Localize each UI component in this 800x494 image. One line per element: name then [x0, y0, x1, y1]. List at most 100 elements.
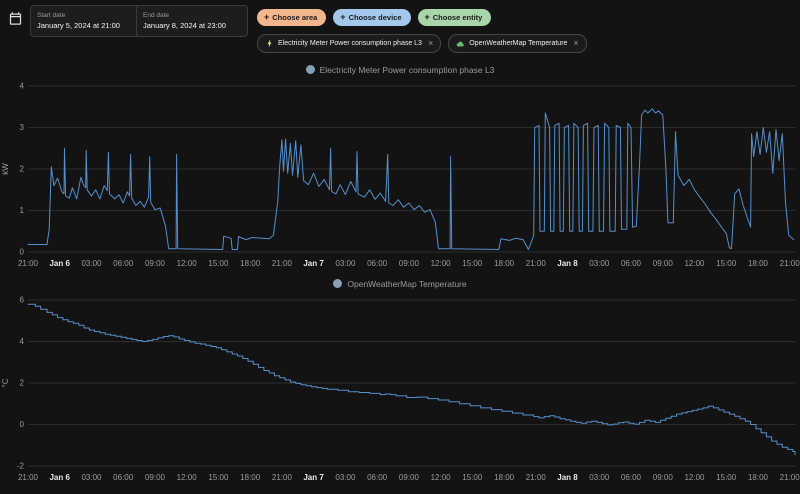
y-axis-unit-label: kW [1, 163, 10, 175]
x-tick-label: 15:00 [462, 259, 483, 268]
x-tick-label: 06:00 [367, 259, 388, 268]
filter-chip-openweathermap[interactable]: OpenWeatherMap Temperature × [448, 34, 587, 53]
x-tick-label: 12:00 [431, 259, 452, 268]
x-tick-label: 15:00 [716, 259, 737, 268]
x-tick-label: 21:00 [526, 259, 547, 268]
x-tick-label: 12:00 [431, 473, 452, 482]
x-tick-label: 15:00 [208, 259, 229, 268]
x-tick-label: 15:00 [208, 473, 229, 482]
choose-buttons-row: + Choose area + Choose device + Choose e… [257, 9, 492, 26]
y-tick-label: 2 [20, 165, 25, 174]
x-tick-label: 18:00 [494, 473, 515, 482]
x-tick-label: 03:00 [335, 473, 356, 482]
remove-filter-icon[interactable]: × [573, 38, 579, 48]
x-tick-label: Jan 6 [49, 259, 70, 268]
y-tick-label: 0 [20, 420, 25, 429]
filter-chips-row: Electricity Meter Power consumption phas… [257, 34, 587, 53]
x-tick-label: 09:00 [399, 259, 420, 268]
x-tick-label: 06:00 [113, 259, 134, 268]
plus-icon: + [264, 12, 270, 22]
y-tick-label: 1 [20, 206, 25, 215]
temperature-chart[interactable]: -2 0 2 4 6 21:00 Jan 6 03:00 06:00 09:00 12:00 15:0… [0, 292, 800, 488]
x-tick-label: 15:00 [716, 473, 737, 482]
weather-cloud-icon [456, 41, 464, 47]
x-tick-label: 06:00 [367, 473, 388, 482]
x-tick-label: 15:00 [462, 473, 483, 482]
y-tick-label: 6 [20, 296, 25, 305]
x-tick-label: 12:00 [177, 473, 198, 482]
x-tick-label: 12:00 [177, 259, 198, 268]
start-date-label: Start date [37, 12, 66, 19]
end-date-label: End date [143, 12, 170, 19]
x-tick-label: Jan 8 [557, 473, 578, 482]
filter-chip-label: Electricity Meter Power consumption phas… [278, 40, 422, 47]
x-tick-label: Jan 7 [303, 473, 324, 482]
power-chart-legend[interactable]: Electricity Meter Power consumption phas… [0, 61, 800, 78]
x-tick-label: 18:00 [240, 259, 261, 268]
choose-area-button[interactable]: + Choose area [257, 9, 327, 26]
lightning-bolt-icon [267, 39, 272, 47]
y-tick-label: 0 [20, 248, 25, 257]
filter-chip-label: OpenWeatherMap Temperature [469, 40, 568, 47]
choose-device-button[interactable]: + Choose device [333, 9, 411, 26]
x-tick-label: 21:00 [272, 473, 293, 482]
x-tick-label: Jan 6 [49, 473, 70, 482]
x-tick-label: 06:00 [621, 473, 642, 482]
x-tick-label: 21:00 [780, 473, 800, 482]
x-tick-label: 12:00 [684, 473, 705, 482]
end-date-field[interactable]: End date January 8, 2024 at 23:00 [136, 5, 248, 37]
calendar-icon [9, 12, 22, 25]
x-tick-label: 18:00 [240, 473, 261, 482]
x-tick-label: 21:00 [18, 259, 39, 268]
temperature-chart-legend[interactable]: OpenWeatherMap Temperature [0, 275, 800, 292]
x-tick-label: Jan 7 [303, 259, 324, 268]
toolbar: Start date January 5, 2024 at 21:00 End … [0, 0, 800, 60]
power-consumption-chart[interactable]: 0 1 2 3 4 21:00 Jan 6 03:00 06:00 09:00 12:00 15:00… [0, 78, 800, 274]
x-tick-label: 03:00 [81, 259, 102, 268]
x-tick-label: 06:00 [113, 473, 134, 482]
series-line [27, 303, 796, 456]
plus-icon: + [424, 12, 430, 22]
x-tick-label: 18:00 [748, 259, 769, 268]
plus-icon: + [340, 12, 346, 22]
x-tick-label: 06:00 [621, 259, 642, 268]
x-tick-label: 09:00 [653, 259, 674, 268]
remove-filter-icon[interactable]: × [427, 38, 434, 48]
legend-label: Electricity Meter Power consumption phas… [319, 64, 495, 75]
choose-entity-button[interactable]: + Choose entity [417, 9, 492, 26]
temperature-chart-section: OpenWeatherMap Temperature -2 0 2 4 6 21:00 Ja… [0, 275, 800, 488]
filter-chip-electricity-meter[interactable]: Electricity Meter Power consumption phas… [257, 34, 442, 53]
x-tick-label: 03:00 [335, 259, 356, 268]
start-date-value: January 5, 2024 at 21:00 [37, 20, 120, 30]
x-tick-label: 21:00 [272, 259, 293, 268]
choose-area-label: Choose area [272, 13, 318, 22]
calendar-icon-button[interactable] [6, 9, 25, 31]
start-date-field[interactable]: Start date January 5, 2024 at 21:00 [30, 5, 142, 37]
x-tick-label: 03:00 [589, 259, 610, 268]
y-axis-unit-label: °C [1, 378, 10, 387]
choose-entity-label: Choose entity [432, 13, 483, 22]
power-chart-section: Electricity Meter Power consumption phas… [0, 61, 800, 274]
x-tick-label: 09:00 [145, 473, 166, 482]
x-tick-label: 18:00 [494, 259, 515, 268]
x-tick-label: 09:00 [145, 259, 166, 268]
x-tick-label: 21:00 [18, 473, 39, 482]
x-tick-label: 12:00 [684, 259, 705, 268]
x-tick-label: 09:00 [399, 473, 420, 482]
end-date-value: January 8, 2024 at 23:00 [143, 20, 226, 30]
legend-dot [305, 65, 315, 74]
y-tick-label: 2 [20, 379, 25, 388]
y-tick-label: -2 [17, 462, 25, 471]
y-tick-label: 4 [20, 82, 25, 91]
x-tick-label: Jan 8 [557, 259, 578, 268]
x-tick-label: 18:00 [748, 473, 769, 482]
legend-label: OpenWeatherMap Temperature [347, 278, 467, 289]
legend-dot [333, 279, 343, 288]
y-tick-label: 3 [20, 123, 25, 132]
x-tick-label: 03:00 [589, 473, 610, 482]
x-tick-label: 21:00 [780, 259, 800, 268]
x-tick-label: 09:00 [653, 473, 674, 482]
x-tick-label: 21:00 [526, 473, 547, 482]
y-tick-label: 4 [20, 337, 25, 346]
